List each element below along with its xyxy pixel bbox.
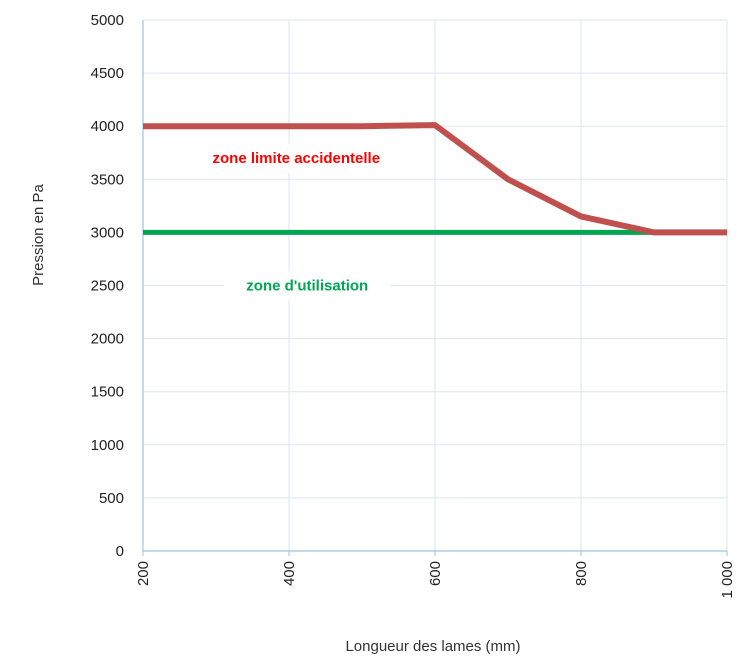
y-tick-label: 2500 [91, 278, 124, 295]
y-tick-label: 4500 [91, 65, 124, 82]
annotation-background [224, 271, 391, 301]
y-tick-label: 1500 [91, 384, 124, 401]
y-tick-label: 2000 [91, 331, 124, 348]
y-tick-label: 500 [99, 490, 124, 507]
annotation-label: zone d'utilisation [246, 278, 368, 295]
x-tick-label: 1 000 [719, 561, 736, 599]
x-tick-label: 400 [281, 561, 298, 586]
annotation-background [190, 144, 403, 174]
y-tick-label: 5000 [91, 12, 124, 29]
x-tick-label: 800 [573, 561, 590, 586]
y-tick-label: 1000 [91, 437, 124, 454]
y-axis-title: Pression en Pa [30, 183, 47, 285]
tick-labels: 0 500 1000 1500 2000 2500 3000 3500 4000 4500 5000… [91, 12, 736, 599]
y-tick-label: 4000 [91, 118, 124, 135]
axes [142, 20, 728, 556]
annotations: zone limite accidentelle zone d'utilisati… [190, 144, 403, 301]
series-lines [143, 122, 727, 236]
x-tick-label: 200 [135, 561, 152, 586]
x-tick-label: 600 [427, 561, 444, 586]
annotation-label: zone limite accidentelle [213, 150, 381, 167]
y-tick-label: 3500 [91, 171, 124, 188]
y-tick-label: 0 [116, 543, 124, 560]
x-axis-title: Longueur des lames (mm) [345, 638, 520, 655]
y-tick-label: 3000 [91, 224, 124, 241]
series-line-limit [143, 122, 727, 236]
